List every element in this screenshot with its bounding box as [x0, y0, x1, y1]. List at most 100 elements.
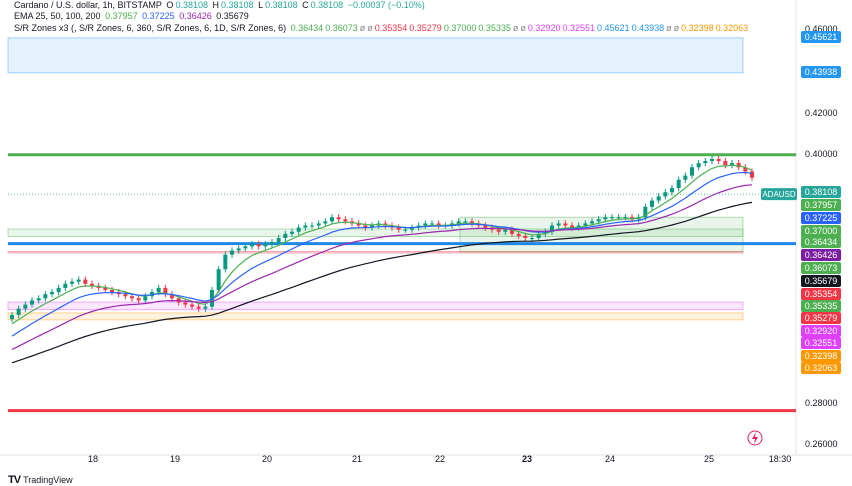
candle-body: [723, 161, 728, 166]
candle-body: [683, 175, 688, 180]
sr-value: ø: [520, 23, 526, 33]
candle-body: [496, 229, 501, 232]
sr-value: 0.35354: [374, 23, 408, 33]
candle-body: [236, 248, 241, 251]
candle-body: [596, 219, 601, 222]
sr-value: 0.32398: [681, 23, 714, 33]
price-label-pill: 0.35354: [801, 288, 841, 300]
candle-body: [603, 217, 608, 220]
ema-label: EMA 25, 50, 100, 200: [14, 11, 101, 21]
price-label-pill: 0.43938: [801, 66, 841, 78]
candle-body: [550, 225, 554, 232]
time-tick-label: 22: [435, 454, 445, 464]
price-label-pill: 0.37957: [801, 199, 841, 211]
candle-body: [670, 188, 674, 193]
ohlc-open-label: O: [166, 0, 174, 10]
candle-body: [63, 283, 68, 288]
ema-value: 0.35679: [216, 11, 249, 21]
candle-body: [710, 158, 714, 162]
footer: TV TradingView: [8, 474, 73, 486]
candle-body: [536, 233, 541, 238]
candle-body: [283, 233, 288, 238]
candle-body: [83, 279, 88, 284]
candle-body: [616, 217, 621, 219]
price-label-pill: 0.37225: [801, 212, 841, 224]
ema-legend[interactable]: EMA 25, 50, 100, 200 0.37957 0.37225 0.3…: [14, 11, 251, 22]
candle-body: [310, 225, 314, 227]
price-label-pill: 0.32920: [801, 325, 841, 337]
candle-body: [643, 206, 648, 218]
candle-body: [143, 296, 148, 301]
candle-body: [576, 225, 581, 228]
candle-body: [303, 225, 308, 228]
candle-body: [136, 298, 141, 301]
candle-body: [10, 314, 14, 320]
candle-body: [630, 217, 634, 220]
sr-value: 0.32551: [562, 23, 596, 33]
candle-body: [590, 221, 594, 224]
price-label-pill: 0.38108: [801, 186, 841, 198]
candle-body: [430, 223, 434, 225]
sr-legend[interactable]: S/R Zones x3 (, S/R Zones, 6, 360, S/R Z…: [14, 23, 750, 34]
sr-zone: [7, 228, 744, 237]
ohlc-high-label: H: [212, 0, 220, 10]
candle-body: [503, 229, 508, 232]
price-label-pill: 0.32063: [801, 362, 841, 374]
sr-zone: [7, 301, 744, 311]
candle-body: [716, 158, 721, 162]
candle-body: [530, 238, 534, 239]
sr-value: 0.35335: [478, 23, 511, 33]
price-label-pill: 0.36426: [801, 249, 841, 261]
candle-body: [343, 219, 348, 222]
candle-body: [290, 231, 294, 234]
symbol-title: Cardano / U.S. dollar, 1h, BITSTAMP: [14, 0, 162, 10]
candle-body: [356, 223, 361, 226]
candle-body: [296, 227, 301, 232]
candle-body: [396, 227, 401, 230]
ema-value: 0.37225: [142, 11, 175, 21]
candle-body: [323, 221, 328, 224]
brand-name: TradingView: [23, 475, 73, 485]
sr-value: ø: [673, 23, 680, 33]
price-tick-label: 0.40000: [805, 149, 838, 159]
candle-body: [50, 292, 54, 295]
time-tick-label: 20: [262, 454, 272, 464]
ohlc-change: −0.00037 (−0.10%): [347, 0, 425, 10]
candle-body: [516, 233, 521, 236]
candle-body: [170, 294, 174, 299]
candle-body: [463, 221, 468, 223]
candle-body: [696, 163, 701, 168]
price-tick-label: 0.28000: [805, 398, 838, 408]
sr-value: 0.37000: [443, 23, 477, 33]
candle-body: [510, 229, 514, 234]
symbol-tag: ADAUSD: [762, 190, 796, 199]
tradingview-logo: TV: [8, 474, 21, 486]
candle-body: [16, 308, 21, 315]
ema-value: 0.36426: [179, 11, 212, 21]
sr-value: 0.36434: [290, 23, 324, 33]
price-label-pill: 0.32551: [801, 337, 841, 349]
candle-body: [743, 167, 748, 172]
candle-body: [363, 225, 368, 228]
sr-value: 0.43938: [631, 23, 665, 33]
ohlc-open: 0.38108: [175, 0, 208, 10]
candle-body: [56, 287, 61, 293]
candle-body: [543, 231, 548, 234]
candle-body: [163, 287, 168, 295]
candle-body: [230, 250, 234, 255]
sr-zone: [7, 37, 744, 74]
ohlc-low: 0.38108: [265, 0, 298, 10]
time-tick-label: 23: [522, 454, 532, 464]
price-label-pill: 0.37000: [801, 225, 841, 237]
price-tick-label: 0.26000: [805, 439, 838, 449]
candle-body: [456, 221, 461, 224]
candle-body: [563, 223, 568, 226]
ohlc-low-label: L: [258, 0, 264, 10]
candle-body: [410, 227, 414, 230]
ohlc-close: 0.38108: [310, 0, 344, 10]
sr-value: 0.32063: [715, 23, 749, 33]
candle-body: [523, 235, 528, 238]
candle-body: [130, 296, 134, 299]
candle-body: [483, 225, 488, 228]
